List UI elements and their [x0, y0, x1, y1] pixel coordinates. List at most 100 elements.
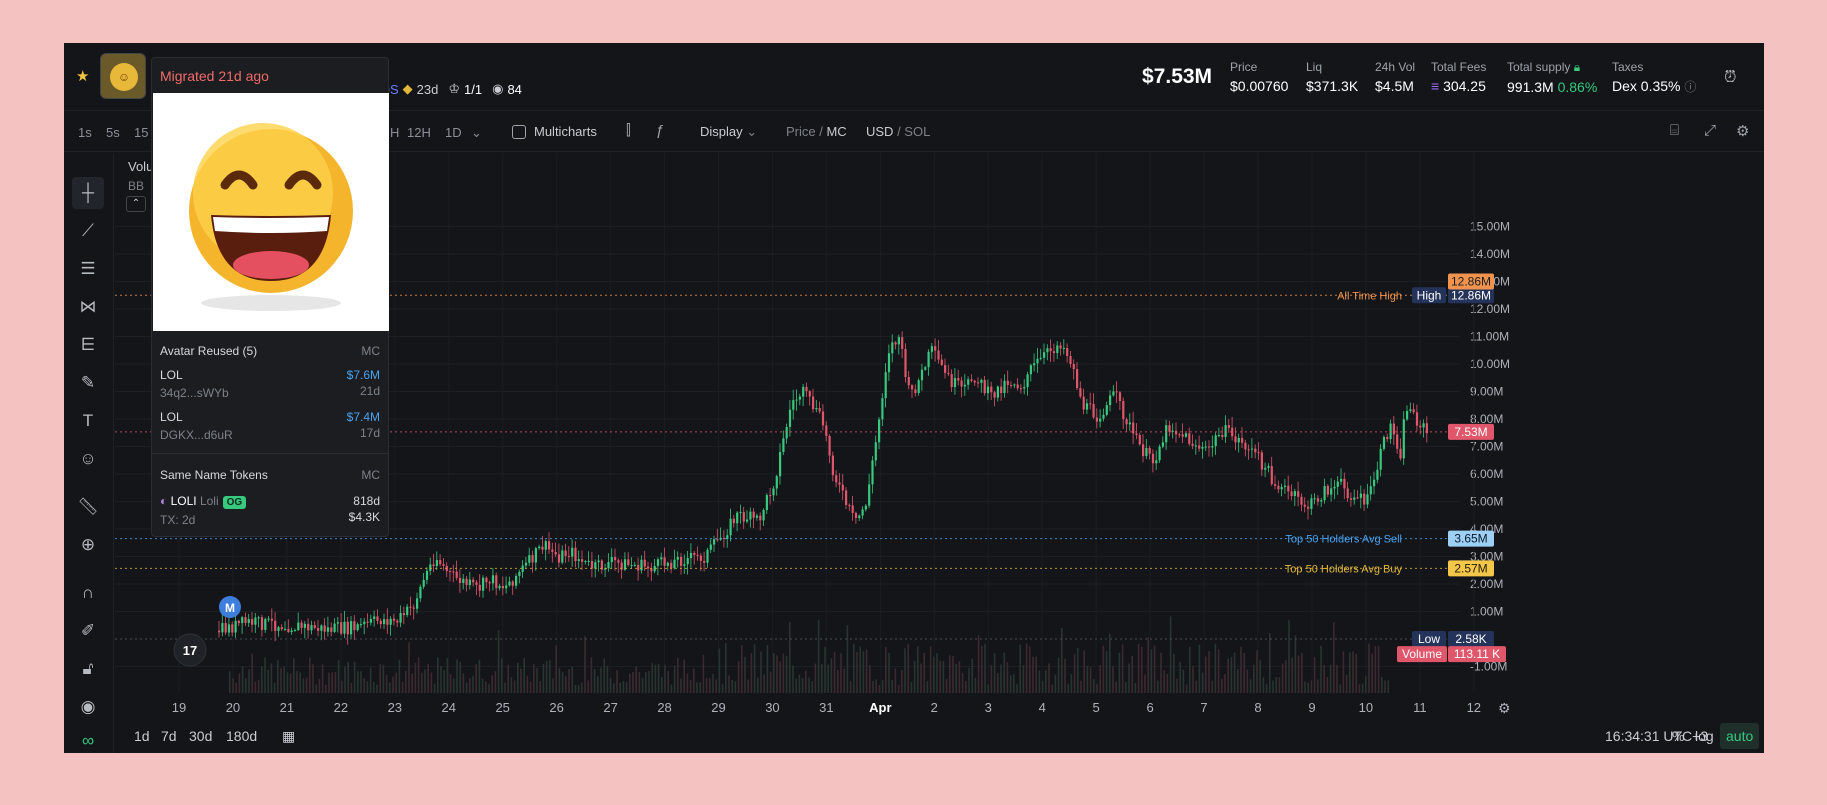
multicharts-toggle[interactable]: Multicharts — [512, 124, 597, 139]
candle-body — [792, 400, 795, 410]
candle-body — [1092, 404, 1095, 418]
volume-bar — [1272, 680, 1274, 693]
lock-draw-icon[interactable]: ✐ — [80, 621, 96, 640]
volume-bar — [385, 674, 388, 693]
candle-body — [1363, 493, 1366, 505]
volume-bar — [363, 678, 365, 693]
candle-body — [633, 564, 636, 566]
crosshair-icon[interactable]: ┼ — [72, 177, 104, 209]
emoji-icon[interactable]: ☺ — [79, 449, 97, 468]
tf-1s[interactable]: 1s — [78, 125, 92, 140]
volume-bar — [859, 646, 861, 693]
token-symbol: LOLI — [170, 494, 197, 508]
volume-bar — [251, 653, 253, 693]
candle-body — [1003, 380, 1006, 394]
candle-body — [462, 578, 465, 584]
alarm-icon[interactable]: ⏰︎ — [1724, 69, 1737, 86]
volume-bar — [705, 678, 708, 693]
volume-bar — [1240, 646, 1242, 693]
candle-body — [247, 619, 250, 623]
volume-bar — [1377, 645, 1380, 693]
volume-bar — [478, 659, 481, 693]
slash-separator: / — [893, 124, 905, 139]
candle-body — [1283, 485, 1287, 487]
avatar-reused-title: Avatar Reused (5) — [160, 344, 258, 358]
stat-label: Liq — [1306, 60, 1323, 74]
trendline-icon[interactable]: ⟋ — [82, 221, 94, 240]
link-icon[interactable]: ∞ — [81, 731, 95, 750]
token-avatar[interactable]: ☺ — [100, 53, 146, 99]
volume-bar — [241, 666, 244, 693]
price-mc-toggle[interactable]: Price / MC — [786, 124, 847, 139]
tf-4h[interactable]: H — [390, 125, 400, 140]
token-age: 21d — [359, 384, 380, 398]
collapse-legend-icon[interactable]: ⌃ — [126, 196, 146, 212]
volume-bar — [734, 681, 737, 693]
candle-body — [231, 624, 234, 633]
current-value-tag-bg — [1448, 423, 1494, 440]
text-icon[interactable]: T — [82, 411, 94, 430]
candle-body — [1260, 452, 1263, 470]
display-dropdown[interactable]: Display ⌄ — [700, 124, 757, 140]
candle-body — [779, 452, 782, 477]
percent-toggle[interactable]: % — [1672, 728, 1685, 744]
tf-5s[interactable]: 5s — [106, 125, 120, 140]
tf-15s[interactable]: 15 — [134, 125, 149, 140]
tf-1d[interactable]: 1D — [445, 125, 462, 140]
unlock-icon[interactable]: 🔓︎ — [82, 659, 94, 678]
candle-body — [1095, 417, 1098, 422]
expand-icon[interactable]: ⤢ — [1704, 122, 1717, 139]
volume-bar — [968, 668, 970, 693]
function-icon[interactable]: ƒ — [656, 122, 665, 139]
range-7d[interactable]: 7d — [161, 728, 177, 744]
currency-toggle[interactable]: USD / SOL — [866, 124, 930, 139]
stat-label-wrap: Total supply 🔒︎ — [1507, 60, 1597, 75]
volume-bar — [507, 664, 509, 693]
magnet-icon[interactable]: ∩ — [81, 583, 95, 602]
volume-bar — [1313, 657, 1316, 693]
volume-bar — [865, 649, 868, 693]
range-1d[interactable]: 1d — [134, 728, 150, 744]
camera-icon[interactable]: ⌸ — [1670, 122, 1680, 139]
star-icon[interactable]: ★ — [76, 68, 90, 85]
info-icon[interactable]: ⓘ — [1684, 80, 1697, 94]
volume-bar — [334, 671, 337, 693]
volume-bar — [1144, 674, 1146, 693]
auto-toggle[interactable]: auto — [1720, 723, 1760, 749]
candle-body — [689, 552, 693, 559]
candle-body — [1085, 403, 1089, 410]
range-30d[interactable]: 30d — [189, 728, 213, 744]
price-label: Price — [786, 124, 816, 139]
volume-bar — [1003, 652, 1005, 693]
pattern-icon[interactable]: ⋈ — [79, 297, 97, 316]
candle-body — [1369, 486, 1372, 495]
x-tick-label: 5 — [1093, 700, 1100, 715]
volume-bar — [1131, 655, 1133, 693]
zoom-icon[interactable]: ⊕ — [80, 535, 96, 554]
ruler-icon[interactable]: 📏︎ — [77, 497, 99, 516]
eye-icon[interactable]: ◉ — [80, 697, 96, 716]
volume-bar — [641, 677, 644, 693]
candle-body — [416, 598, 419, 609]
fib-icon[interactable]: ☰ — [80, 259, 96, 278]
tf-12h[interactable]: 12H — [407, 125, 431, 140]
projection-icon[interactable]: ⋿ — [80, 335, 96, 354]
candles-icon[interactable]: ⫿ — [626, 122, 631, 139]
calendar-icon[interactable]: ▦ — [282, 728, 296, 744]
range-180d[interactable]: 180d — [226, 728, 258, 744]
brush-icon[interactable]: ✎ — [80, 373, 96, 392]
volume-bar — [1233, 652, 1236, 693]
gear-icon[interactable]: ⚙ — [1736, 123, 1750, 140]
reused-token-row[interactable]: LOL DGKX...d6uR $7.4M 17d — [160, 410, 380, 442]
volume-bar — [347, 661, 349, 693]
reused-token-row[interactable]: LOL 34q2...sWYb $7.6M 21d — [160, 368, 380, 400]
same-name-token-row[interactable]: ◐ LOLI Loli OG TX: 2d 818d $4.3K — [160, 494, 380, 527]
candle-body — [531, 555, 534, 563]
divider — [152, 453, 388, 454]
candle-body — [1326, 485, 1329, 495]
candle-body — [1333, 486, 1336, 489]
volume-bar — [1317, 679, 1319, 693]
log-toggle[interactable]: log — [1695, 728, 1714, 744]
chevron-down-icon[interactable]: ⌄ — [471, 125, 482, 140]
candle-body — [769, 495, 772, 497]
